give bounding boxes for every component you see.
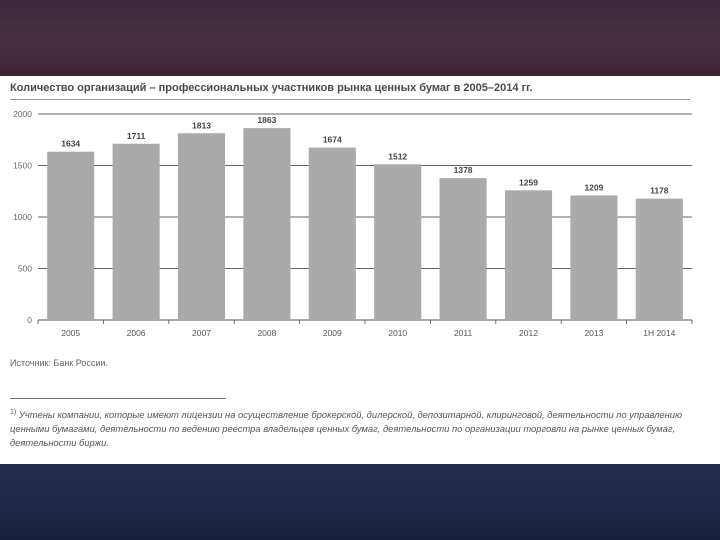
bar-value-label: 1512 — [388, 151, 407, 161]
bar-value-label: 1813 — [192, 120, 211, 130]
y-tick-label: 0 — [27, 315, 32, 325]
bar — [635, 198, 683, 320]
footnote-marker: 1) — [10, 409, 17, 416]
bar — [439, 178, 487, 320]
bar-value-label: 1634 — [61, 139, 80, 149]
bar-value-label: 1178 — [650, 186, 669, 196]
x-tick-label: 2009 — [323, 328, 342, 338]
bar-value-label: 1209 — [584, 182, 603, 192]
bar — [177, 133, 226, 320]
footnote-divider — [10, 398, 226, 399]
x-tick-label: 2011 — [454, 328, 473, 338]
y-tick-label: 2000 — [13, 109, 32, 119]
chart-title: Количество организаций – профессиональны… — [10, 82, 533, 94]
bar-value-label: 1378 — [454, 165, 473, 175]
slide-content: Количество организаций – профессиональны… — [0, 76, 720, 464]
y-tick-label: 1000 — [13, 212, 32, 222]
bar — [374, 164, 422, 320]
x-tick-label: 2013 — [584, 328, 603, 338]
x-tick-label: 2012 — [519, 328, 538, 338]
bar-value-label: 1674 — [323, 135, 342, 145]
bar-value-label: 1863 — [257, 115, 276, 125]
x-tick-label: 2008 — [257, 328, 276, 338]
bar-value-label: 1711 — [127, 131, 146, 141]
x-tick-label: 2007 — [192, 328, 211, 338]
x-tick-label: 1H 2014 — [643, 328, 675, 338]
source-note: Источник: Банк России. — [10, 358, 108, 368]
title-divider — [10, 99, 690, 100]
bar — [308, 147, 356, 320]
slide-footer-band — [0, 464, 720, 540]
y-tick-label: 500 — [18, 264, 32, 274]
footnote-text: Учтены компании, которые имеют лицензии … — [10, 409, 683, 449]
x-tick-label: 2010 — [388, 328, 407, 338]
bar — [504, 190, 553, 320]
bar — [47, 151, 95, 320]
bar-value-label: 1259 — [519, 177, 538, 187]
x-tick-label: 2005 — [61, 328, 80, 338]
bar — [570, 195, 618, 320]
footnote: 1) Учтены компании, которые имеют лиценз… — [10, 406, 700, 450]
slide-header-band — [0, 0, 720, 76]
x-tick-label: 2006 — [127, 328, 146, 338]
y-tick-label: 1500 — [13, 161, 32, 171]
bar-chart: 0 500 1000 1500 2000 1634 2005 1711 2006 1813 2007… — [13, 109, 693, 338]
bar — [243, 128, 291, 320]
bar — [112, 143, 160, 320]
